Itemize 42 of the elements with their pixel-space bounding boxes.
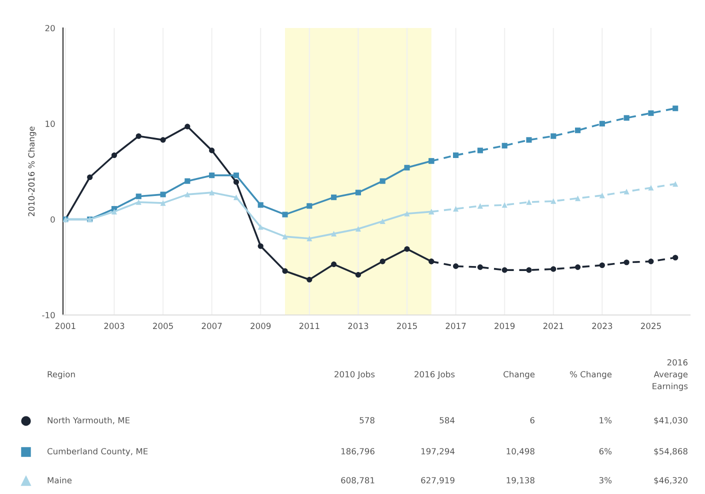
x-tick-label: 2011 [299, 322, 320, 330]
text: $54,868 [654, 448, 688, 456]
text: % Change [570, 370, 612, 380]
text: 2010 Jobs [334, 370, 375, 379]
x-tick-label: 2005 [153, 322, 173, 330]
text: Region [48, 370, 75, 380]
text: 1% [600, 417, 612, 424]
y-tick-label: 20 [45, 24, 55, 32]
text: 3% [599, 477, 612, 484]
text: 627,919 [421, 477, 454, 484]
x-tick-label: 2019 [494, 322, 515, 330]
y-tick-label: -10 [42, 312, 55, 318]
x-tick-label: 2009 [250, 322, 271, 330]
x-tick-label: 2023 [592, 322, 612, 330]
x-tick-label: 2015 [397, 322, 417, 330]
legend-label: North Yarmouth, ME [48, 416, 130, 424]
text: 186,796 [341, 448, 374, 456]
legend-label: Cumberland County, ME [47, 448, 148, 456]
x-tick-label: 2001 [55, 322, 76, 330]
text: Change [504, 370, 535, 380]
y-tick-label: 10 [46, 120, 55, 127]
text: 197,294 [421, 448, 455, 456]
text: 608,781 [341, 477, 374, 484]
x-tick-label: 2013 [348, 322, 368, 330]
text: 10,498 [506, 448, 534, 456]
text: 2016 Jobs [414, 370, 455, 379]
y-axis-title: 2010-2016 % Change [28, 126, 36, 216]
text: 6% [599, 448, 612, 454]
x-tick-label: 2017 [446, 322, 466, 330]
x-tick-label: 2021 [543, 322, 564, 330]
x-tick-label: 2025 [640, 322, 661, 330]
text: 584 [440, 417, 455, 424]
text: $41,030 [654, 416, 688, 425]
y-tick-label: 0 [50, 216, 55, 223]
legend-label: Maine [48, 476, 72, 484]
x-tick-label: 2003 [104, 322, 124, 330]
text: 2016 Average Earnings [652, 359, 688, 391]
text: 6 [530, 417, 534, 424]
text: 19,138 [506, 477, 534, 484]
x-tick-label: 2007 [202, 322, 222, 330]
text: $46,320 [654, 476, 688, 485]
text: 578 [360, 417, 374, 424]
